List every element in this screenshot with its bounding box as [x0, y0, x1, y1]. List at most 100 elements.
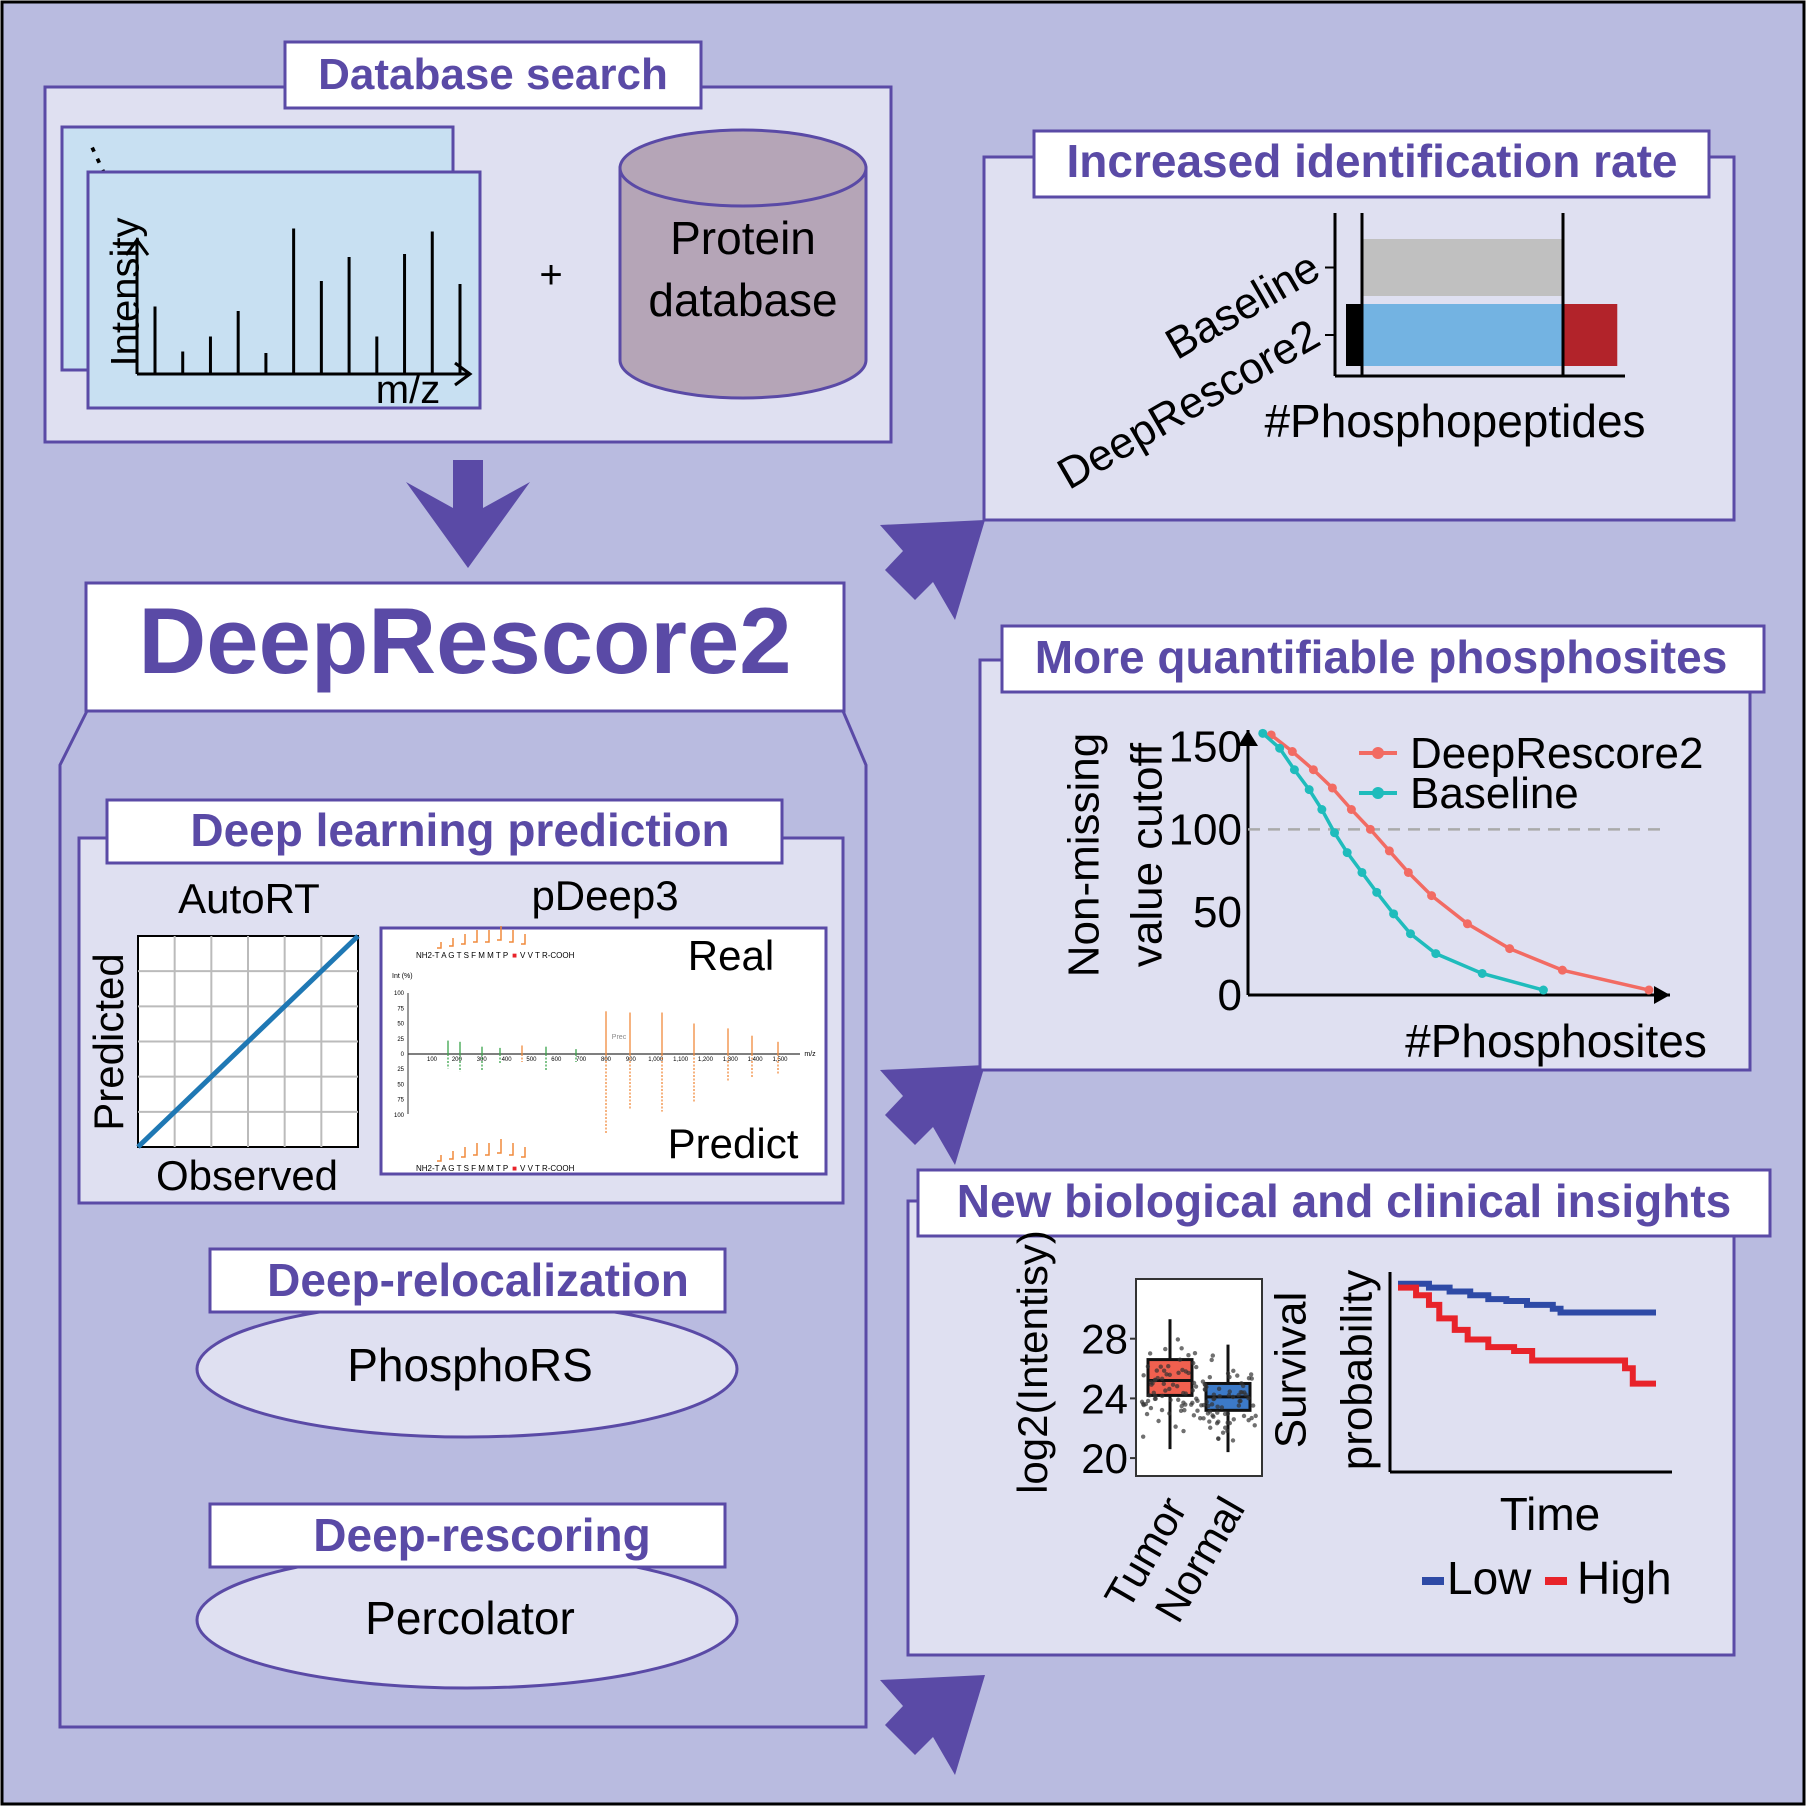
phosphors-label: PhosphoRS: [347, 1339, 593, 1391]
arrow-to-identification: [880, 520, 985, 620]
deep-learning-title-box: [105, 798, 784, 865]
box-jitter-point: [1216, 1436, 1221, 1441]
quant-legend-label: Baseline: [1410, 769, 1579, 818]
cylinder-body: [618, 166, 868, 400]
box-jitter-point: [1180, 1367, 1185, 1373]
legend-high-label: High: [1577, 1552, 1672, 1604]
quantifiable-ylabel-line2: value cutoff: [1123, 742, 1172, 967]
ms-xtick-label: 400: [502, 1057, 513, 1063]
quant-point: [1405, 929, 1415, 939]
box-jitter-point: [1236, 1392, 1241, 1398]
box-jitter-point: [1163, 1388, 1168, 1393]
box-jitter-point: [1141, 1373, 1146, 1378]
ms-peaks: [447, 1011, 779, 1134]
quant-point: [1317, 805, 1327, 814]
quant-point: [1403, 867, 1413, 877]
ms-xtick-label: 500: [526, 1057, 537, 1063]
deep-learning-title: Deep learning prediction: [190, 804, 729, 856]
quant-point: [1384, 846, 1394, 856]
box-jitter-point: [1167, 1386, 1172, 1392]
quant-legend-dot: [1372, 747, 1384, 759]
arrow-down: [406, 460, 530, 568]
box-jitter-point: [1178, 1408, 1184, 1413]
box-jitter-point: [1209, 1357, 1214, 1363]
quantifiable-title: More quantifiable phosphosites: [1035, 631, 1728, 683]
boxplot-ylabel: log2(Intentisy): [1009, 1230, 1056, 1494]
box-jitter-point: [1193, 1384, 1199, 1389]
quantifiable-ylabel-line1: Non-missing: [1060, 733, 1109, 978]
box-jitter-point: [1201, 1416, 1206, 1421]
box-jitter-point: [1144, 1411, 1150, 1417]
box-jitter-point: [1173, 1424, 1178, 1429]
box-jitter-point: [1231, 1417, 1236, 1422]
rescoring-title-box: [208, 1502, 727, 1569]
database-search-title-box: [283, 40, 703, 110]
database-search-panel: Database search ⋮ Intensity m/z + Protei…: [43, 40, 893, 444]
quantifiable-panel: More quantifiable phosphosites 0 50 100 150…: [978, 624, 1766, 1072]
identification-panel: Increased identification rate BaselineDe…: [982, 129, 1736, 522]
quant-point: [1389, 909, 1399, 919]
quantifiable-box: [978, 658, 1752, 1072]
insights-title: New biological and clinical insights: [957, 1175, 1731, 1227]
box-jitter-point: [1194, 1364, 1199, 1370]
surv-curve: [1398, 1280, 1656, 1316]
box-jitter-point: [1159, 1393, 1165, 1399]
pdeep3-label: pDeep3: [531, 872, 678, 919]
quant-point: [1304, 785, 1314, 795]
box-jitter-point: [1211, 1392, 1217, 1397]
relocalization-title-box: [208, 1247, 727, 1314]
ms-ytick-label: 75: [397, 1098, 404, 1104]
ms-xtick-label: 900: [626, 1057, 637, 1063]
quantifiable-xlabel: #Phosphosites: [1405, 1015, 1707, 1067]
box-jitter-point: [1191, 1380, 1197, 1386]
ms-xtick-label: 300: [477, 1057, 488, 1063]
box-jitter-point: [1206, 1403, 1211, 1409]
quant-point: [1346, 805, 1356, 814]
box-jitter-point: [1147, 1393, 1152, 1398]
survival-legend: Low High: [1422, 1552, 1672, 1604]
ms-xtick-label: 600: [551, 1057, 562, 1063]
quant-point: [1427, 891, 1437, 901]
ms-prec-label: Prec: [612, 1034, 627, 1041]
box-jitter-point: [1252, 1423, 1257, 1428]
pdeep3-yunit: Int (%): [392, 973, 413, 980]
spectrum-plot: Intensity m/z: [104, 218, 473, 412]
box-jitter-point: [1158, 1364, 1163, 1369]
quant-legend-label: DeepRescore2: [1410, 729, 1704, 778]
insights-box: [906, 1199, 1736, 1657]
box-jitter-point: [1249, 1415, 1254, 1421]
ms-ytick-label: 50: [397, 1082, 404, 1088]
legend-low-label: Low: [1447, 1552, 1532, 1604]
box-jitter-point: [1239, 1390, 1245, 1395]
box-jitter-point: [1246, 1375, 1252, 1381]
deeprescore2-title-box: [84, 581, 846, 713]
box-jitter-point: [1215, 1410, 1220, 1415]
box-jitter-point: [1140, 1434, 1146, 1439]
pdeep3-seq-bottom: NH2-T A G T S F M M T P ■ V V T R-COOH: [416, 1164, 575, 1173]
box-jitter-point: [1235, 1373, 1240, 1378]
insights-panel: New biological and clinical insights 20 2…: [906, 1168, 1772, 1657]
box-jitter-point: [1220, 1430, 1226, 1435]
box-jitter-point: [1236, 1403, 1242, 1408]
box-jitter-point: [1225, 1371, 1231, 1376]
box-jitter-point: [1147, 1351, 1153, 1356]
box-jitter-point: [1145, 1364, 1151, 1369]
box-jitter-point: [1204, 1384, 1209, 1390]
box-jitter-point: [1164, 1372, 1169, 1377]
box-ytick-label: 28: [1081, 1316, 1128, 1363]
autort-plot: AutoRT Predicted Observed: [85, 875, 360, 1199]
box-jitter-point: [1183, 1369, 1189, 1374]
box-jitter-point: [1181, 1390, 1186, 1396]
box-jitter-point: [1161, 1368, 1167, 1373]
ms-xtick-label: 1,300: [723, 1057, 739, 1063]
ms-ytick-label: 0: [401, 1052, 405, 1058]
box-jitter-point: [1248, 1372, 1254, 1377]
pdeep3-fragment-marks-bottom: [437, 1139, 526, 1162]
ms-xtick-label: 800: [601, 1057, 612, 1063]
box-jitter-point: [1230, 1438, 1236, 1443]
quant-y-arrowhead: [1238, 730, 1258, 746]
quant-legend-dot: [1372, 787, 1384, 799]
box-jitter-point: [1190, 1388, 1195, 1393]
